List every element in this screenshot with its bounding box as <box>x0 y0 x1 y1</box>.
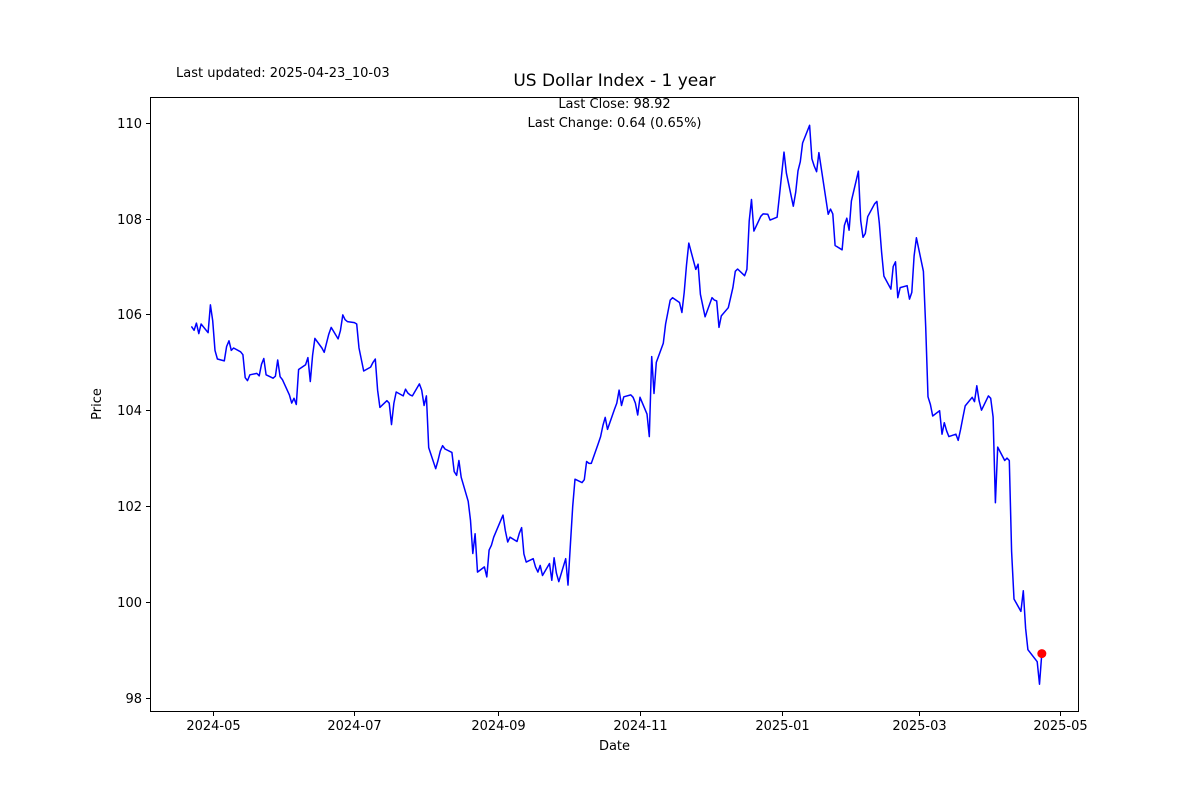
price-line <box>191 124 1043 685</box>
last-close-annotation: Last Close: 98.92 Last Change: 0.64 (0.6… <box>150 95 1079 133</box>
x-tick-label: 2024-07 <box>327 719 381 734</box>
y-axis-label: Price <box>90 388 105 420</box>
y-tick-label: 102 <box>117 500 142 515</box>
y-tick-label: 106 <box>117 308 142 323</box>
y-tick-label: 100 <box>117 596 142 611</box>
y-tick-label: 110 <box>117 117 142 132</box>
x-tick-label: 2025-03 <box>892 719 946 734</box>
x-axis-label: Date <box>598 739 631 754</box>
x-tick-label: 2024-05 <box>186 719 240 734</box>
y-tick-label: 108 <box>117 213 142 228</box>
chart-title: US Dollar Index - 1 year <box>513 71 716 91</box>
x-tick-label: 2024-11 <box>613 719 667 734</box>
last-close-line: Last Close: 98.92 <box>558 97 671 112</box>
y-tick-label: 98 <box>125 692 142 707</box>
last-change-line: Last Change: 0.64 (0.65%) <box>527 116 702 131</box>
last-point-marker <box>1037 649 1047 659</box>
x-tick-label: 2025-01 <box>755 719 809 734</box>
y-tick-label: 104 <box>117 404 142 419</box>
last-updated-text: Last updated: 2025-04-23_10-03 <box>176 66 390 81</box>
x-tick-label: 2024-09 <box>471 719 525 734</box>
axes-spines <box>150 97 1079 712</box>
x-tick-label: 2025-05 <box>1033 719 1087 734</box>
